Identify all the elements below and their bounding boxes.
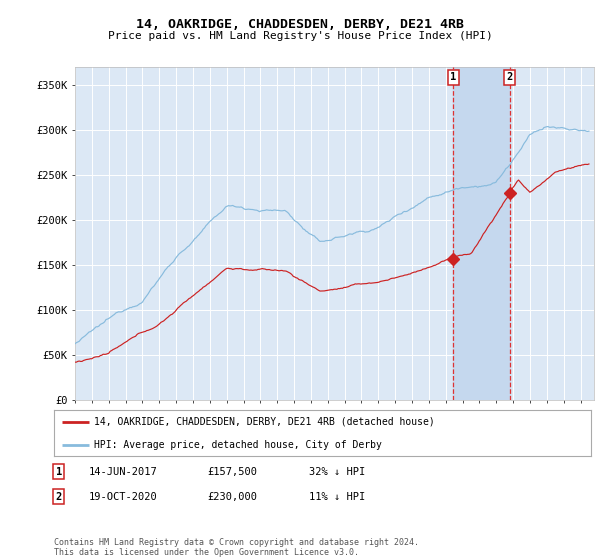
- Text: 19-OCT-2020: 19-OCT-2020: [89, 492, 158, 502]
- Text: 32% ↓ HPI: 32% ↓ HPI: [309, 466, 365, 477]
- Text: 11% ↓ HPI: 11% ↓ HPI: [309, 492, 365, 502]
- Text: HPI: Average price, detached house, City of Derby: HPI: Average price, detached house, City…: [94, 440, 382, 450]
- Text: 14, OAKRIDGE, CHADDESDEN, DERBY, DE21 4RB (detached house): 14, OAKRIDGE, CHADDESDEN, DERBY, DE21 4R…: [94, 417, 435, 427]
- Text: £230,000: £230,000: [207, 492, 257, 502]
- Text: 1: 1: [56, 466, 62, 477]
- Text: 14, OAKRIDGE, CHADDESDEN, DERBY, DE21 4RB: 14, OAKRIDGE, CHADDESDEN, DERBY, DE21 4R…: [136, 18, 464, 31]
- Text: 2: 2: [506, 72, 513, 82]
- Bar: [453, 67, 510, 400]
- Text: 1: 1: [450, 72, 457, 82]
- Text: 2: 2: [56, 492, 62, 502]
- Text: Contains HM Land Registry data © Crown copyright and database right 2024.
This d: Contains HM Land Registry data © Crown c…: [54, 538, 419, 557]
- Text: 14-JUN-2017: 14-JUN-2017: [89, 466, 158, 477]
- Text: Price paid vs. HM Land Registry's House Price Index (HPI): Price paid vs. HM Land Registry's House …: [107, 31, 493, 41]
- Text: £157,500: £157,500: [207, 466, 257, 477]
